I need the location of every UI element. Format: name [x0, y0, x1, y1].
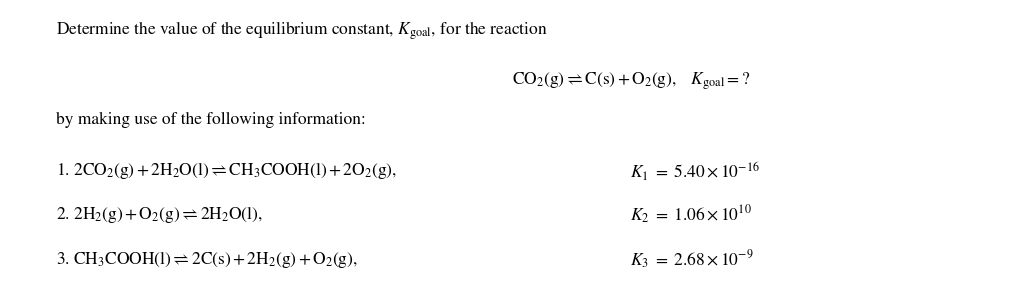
Text: 1. $\mathrm{2CO_2(g) + 2H_2O(l) \rightleftharpoons CH_3COOH(l) + 2O_2(g)}$,: 1. $\mathrm{2CO_2(g) + 2H_2O(l) \rightle…: [56, 160, 397, 181]
Text: $K_2 \ = \ 1.06 \times 10^{10}$: $K_2 \ = \ 1.06 \times 10^{10}$: [630, 204, 752, 226]
Text: $K_1 \ = \ 5.40 \times 10^{-16}$: $K_1 \ = \ 5.40 \times 10^{-16}$: [630, 160, 760, 183]
Text: 2. $\mathrm{2H_2(g) + O_2(g) \rightleftharpoons 2H_2O(l)}$,: 2. $\mathrm{2H_2(g) + O_2(g) \rightlefth…: [56, 204, 263, 225]
Text: $\mathrm{CO_2(g) \rightleftharpoons C(s) + O_2(g),}\quad K_\mathrm{goal} = ?$: $\mathrm{CO_2(g) \rightleftharpoons C(s)…: [512, 70, 751, 92]
Text: by making use of the following information:: by making use of the following informati…: [56, 112, 366, 128]
Text: Determine the value of the equilibrium constant, $K_\mathrm{goal}$, for the reac: Determine the value of the equilibrium c…: [56, 20, 548, 42]
Text: 3. $\mathrm{CH_3COOH(l) \rightleftharpoons 2C(s) + 2H_2(g) + O_2(g)}$,: 3. $\mathrm{CH_3COOH(l) \rightleftharpoo…: [56, 249, 358, 270]
Text: $K_3 \ = \ 2.68 \times 10^{-9}$: $K_3 \ = \ 2.68 \times 10^{-9}$: [630, 249, 754, 271]
